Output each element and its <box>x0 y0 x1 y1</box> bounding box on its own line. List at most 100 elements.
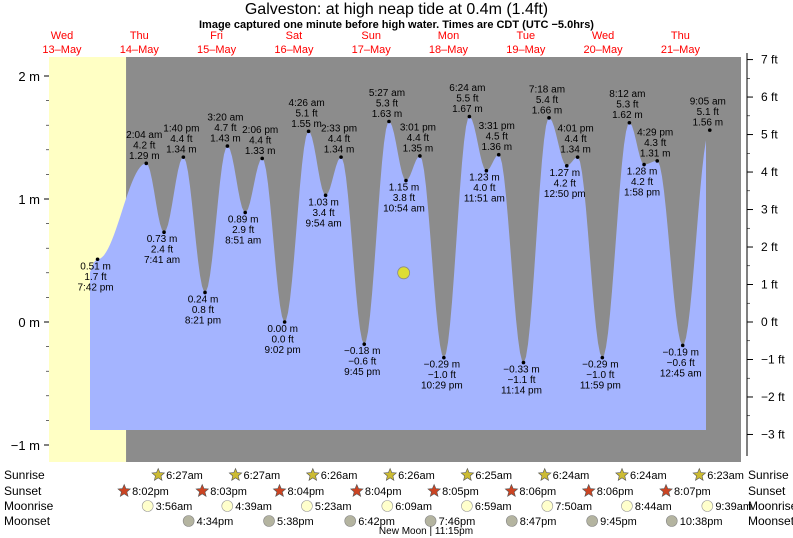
right-axis-label: −3 ft <box>761 427 785 441</box>
row-label-right: Sunset <box>748 484 786 498</box>
tide-label: 10:54 am <box>383 204 425 215</box>
sunset-time: 8:02pm <box>132 486 169 498</box>
tide-label: 5:27 am <box>369 88 405 99</box>
right-axis-label: 3 ft <box>761 203 778 217</box>
tide-label: 4.5 ft <box>486 132 508 143</box>
tide-label: 5.3 ft <box>616 100 638 111</box>
tide-label: 3.8 ft <box>393 193 415 204</box>
tide-point <box>564 163 569 168</box>
tide-label: 8:12 am <box>609 89 645 100</box>
tide-label: 4:29 pm <box>637 127 673 138</box>
moonrise-icon <box>621 500 633 512</box>
moonset-icon <box>586 515 598 527</box>
sunrise-time: 6:24am <box>553 470 590 482</box>
tide-point <box>162 230 166 235</box>
tide-label: 0.73 m <box>147 234 178 245</box>
moonset-icon <box>263 515 275 527</box>
moonrise-icon <box>221 500 234 512</box>
tide-point <box>387 119 391 124</box>
tide-label: 1:40 pm <box>163 124 199 135</box>
tide-point <box>484 168 489 173</box>
tide-label: 1.31 m <box>640 148 671 159</box>
tide-label: 0.8 ft <box>192 305 214 316</box>
tide-label: 8:51 am <box>225 236 261 247</box>
tide-label: 4.2 ft <box>631 177 653 188</box>
tide-point <box>521 360 526 365</box>
sunset-time: 8:06pm <box>597 486 634 498</box>
row-label-right: Sunrise <box>748 468 789 482</box>
moonset-icon <box>424 515 437 527</box>
day-name: Thu <box>671 30 690 42</box>
tide-point <box>323 193 328 198</box>
day-name: Tue <box>517 30 536 42</box>
chart-subtitle: Image captured one minute before high wa… <box>199 19 594 31</box>
tide-label: 2.9 ft <box>232 225 254 236</box>
moonrise-time: 4:39am <box>235 501 272 513</box>
tide-label: 1.27 m <box>549 168 580 179</box>
moonset-time: 7:46pm <box>439 516 476 528</box>
left-axis-label: 2 m <box>18 69 40 84</box>
tide-label: 1.67 m <box>452 104 483 115</box>
day-date: 15–May <box>197 44 237 56</box>
sunrise-time: 6:25am <box>475 470 512 482</box>
tide-label: 8:21 pm <box>185 315 221 326</box>
left-axis-label: 1 m <box>18 192 40 207</box>
right-axis-label: 2 ft <box>761 240 778 254</box>
tide-label: 3.4 ft <box>312 208 334 219</box>
tide-label: 11:51 am <box>464 194 505 205</box>
sunset-time: 8:05pm <box>442 486 479 498</box>
tide-label: −0.18 m <box>344 346 380 357</box>
sunrise-star-icon <box>151 467 166 481</box>
moonrise-time: 3:56am <box>156 501 193 513</box>
tide-point <box>547 116 551 120</box>
tide-label: 2.4 ft <box>151 245 173 256</box>
tide-label: 1.36 m <box>481 142 512 153</box>
tide-point <box>203 290 207 295</box>
sunset-star-icon <box>427 483 442 497</box>
tide-label: 1.03 m <box>308 197 339 208</box>
tide-label: 12:45 am <box>660 368 702 379</box>
moonrise-icon <box>541 500 554 512</box>
moonrise-icon <box>301 500 313 512</box>
tide-label: −0.29 m <box>582 360 618 371</box>
sunrise-time: 6:27am <box>166 470 203 482</box>
tide-label: 5.5 ft <box>456 94 478 105</box>
tide-label: 4:26 am <box>289 98 325 109</box>
row-label-right: Moonset <box>748 514 793 528</box>
tide-label: 9:54 am <box>306 218 342 229</box>
tide-point <box>600 355 605 360</box>
moonset-icon <box>182 515 195 527</box>
day-date: 16–May <box>274 44 314 56</box>
tide-label: 9:45 pm <box>344 367 380 378</box>
moonset-time: 9:45pm <box>600 516 637 528</box>
moonrise-time: 5:23am <box>315 501 352 513</box>
tide-point <box>306 129 311 134</box>
tide-label: 1.35 m <box>403 143 434 154</box>
right-axis-label: 4 ft <box>761 165 778 179</box>
moonset-time: 5:38pm <box>277 516 314 528</box>
tide-label: 10:29 pm <box>421 381 463 392</box>
tide-label: 5.3 ft <box>376 99 398 110</box>
tide-label: 4.7 ft <box>214 123 236 134</box>
tide-point <box>496 152 501 157</box>
sunrise-star-icon <box>305 467 320 481</box>
sunrise-star-icon <box>228 467 243 481</box>
tide-label: 4.2 ft <box>133 140 155 151</box>
moonrise-icon <box>461 500 473 512</box>
tide-label: −0.33 m <box>503 365 539 376</box>
left-axis-label: 0 m <box>18 315 40 330</box>
row-label-left: Sunset <box>4 484 42 498</box>
tide-label: 2:04 am <box>126 130 162 141</box>
tide-label: 1.63 m <box>372 109 403 120</box>
tide-label: 5.1 ft <box>697 107 719 118</box>
right-axis-label: −1 ft <box>761 352 785 366</box>
sunrise-star-icon <box>537 467 552 481</box>
tide-label: −1.0 ft <box>586 370 614 381</box>
sunrise-time: 6:24am <box>630 470 667 482</box>
moonrise-icon <box>381 500 394 512</box>
tide-point <box>362 342 367 346</box>
day-date: 19–May <box>506 44 546 56</box>
tide-point <box>243 210 248 215</box>
tide-label: −0.29 m <box>424 360 460 371</box>
tide-label: 11:14 pm <box>501 386 542 397</box>
